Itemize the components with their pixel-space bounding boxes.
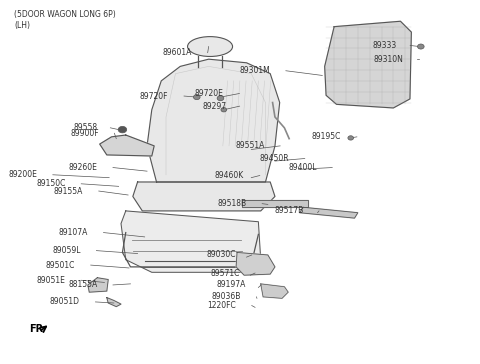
Text: 89518B: 89518B [217,199,247,208]
Text: 89460K: 89460K [215,171,244,180]
Text: 89571C: 89571C [210,269,240,277]
Text: 89297: 89297 [203,102,227,111]
Text: 1220FC: 1220FC [207,301,236,310]
Text: 88155A: 88155A [68,280,97,289]
Text: 89195C: 89195C [312,132,341,141]
Polygon shape [147,59,280,182]
Text: 89197A: 89197A [216,280,246,289]
Text: 89051D: 89051D [50,297,80,306]
Text: 89051E: 89051E [36,276,66,285]
Circle shape [217,96,224,101]
Polygon shape [324,21,411,108]
Polygon shape [133,182,275,211]
Polygon shape [242,200,308,206]
Text: 89200E: 89200E [8,170,37,179]
Polygon shape [300,207,358,218]
Circle shape [418,44,424,49]
Text: FR: FR [30,324,44,335]
Polygon shape [236,253,275,275]
Text: (LH): (LH) [14,21,30,30]
Text: 89301M: 89301M [240,66,270,75]
Text: 89720F: 89720F [140,91,168,100]
Circle shape [118,126,127,133]
Text: 89551A: 89551A [235,141,264,150]
Text: 89501C: 89501C [46,261,75,270]
Polygon shape [121,211,261,272]
Text: 89310N: 89310N [374,55,404,64]
Text: 89155A: 89155A [54,186,83,195]
Text: 89150C: 89150C [36,179,66,188]
Text: 89900F: 89900F [70,129,99,138]
Text: 89030C: 89030C [206,250,236,260]
Text: 89558: 89558 [73,123,97,132]
Text: 89036B: 89036B [212,292,241,301]
Text: 89333: 89333 [373,41,397,50]
Text: 89107A: 89107A [59,228,88,237]
Text: (5DOOR WAGON LONG 6P): (5DOOR WAGON LONG 6P) [14,11,116,19]
Circle shape [221,108,227,112]
Text: 89517B: 89517B [274,206,303,215]
Polygon shape [261,284,288,298]
Polygon shape [100,135,154,156]
Text: 89400L: 89400L [288,163,317,172]
Polygon shape [88,278,108,292]
Circle shape [193,95,200,100]
Polygon shape [107,298,121,306]
Text: 89601A: 89601A [163,48,192,57]
Ellipse shape [188,37,232,56]
Text: 89720E: 89720E [195,89,224,98]
Circle shape [348,136,354,140]
Text: 89450R: 89450R [260,154,289,163]
Text: 89260E: 89260E [69,163,97,172]
Text: 89059L: 89059L [52,246,81,255]
